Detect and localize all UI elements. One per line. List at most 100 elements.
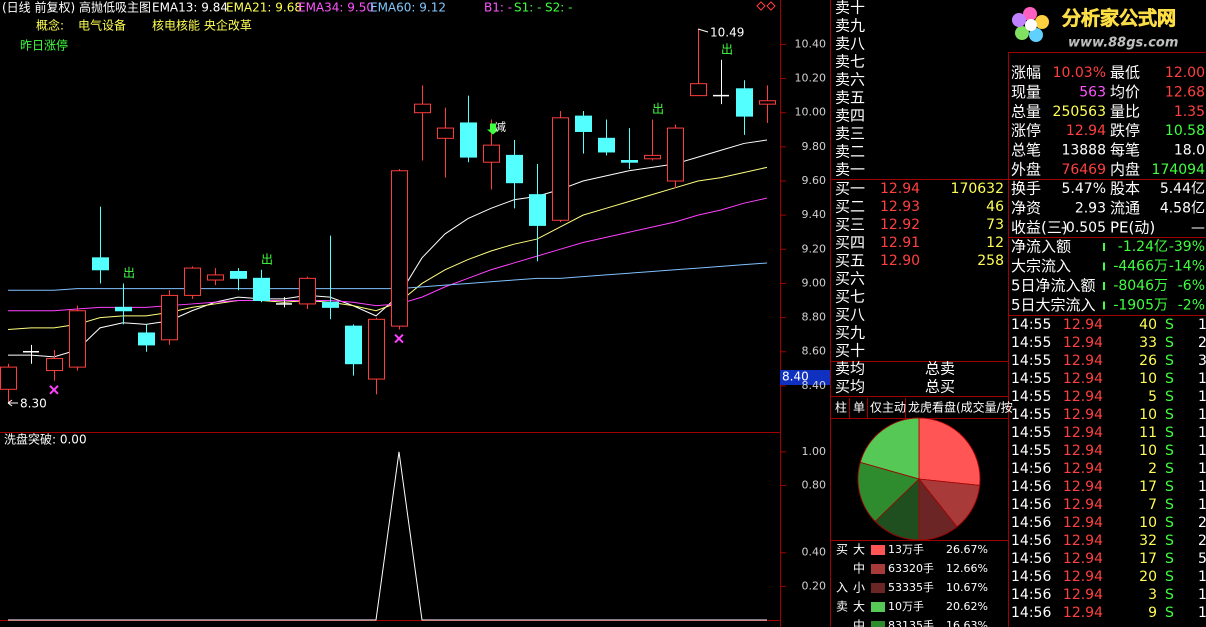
y-tick-label: 8.80 bbox=[802, 311, 827, 324]
candle-body bbox=[690, 83, 707, 97]
bid-label: 买一 bbox=[835, 180, 865, 198]
ask-label: 卖二 bbox=[835, 143, 865, 161]
trade-side: S bbox=[1165, 551, 1174, 567]
summary-label: 总卖 bbox=[925, 360, 955, 378]
quote-value: 12.68 bbox=[1165, 84, 1205, 100]
trade-count: 1 bbox=[1198, 389, 1206, 405]
trade-volume: 10 bbox=[1139, 371, 1157, 387]
bid-price: 12.94 bbox=[880, 181, 920, 197]
window-icon[interactable] bbox=[756, 1, 776, 11]
side-label: 买 bbox=[836, 543, 848, 557]
trade-price: 12.94 bbox=[1063, 425, 1103, 441]
y-tick-label: 9.60 bbox=[802, 174, 827, 187]
indicator-value: EMA21: 9.68 bbox=[226, 1, 302, 15]
quote-value: 10.58 bbox=[1165, 123, 1205, 139]
bid-volume: 73 bbox=[986, 217, 1004, 233]
quote-label: 总量 bbox=[1011, 102, 1041, 120]
indicator-value: EMA13: 9.84 bbox=[152, 1, 228, 15]
summary-label: 买均 bbox=[835, 378, 865, 396]
candle-body bbox=[253, 277, 270, 302]
concept-item: 电气设备 bbox=[78, 18, 126, 33]
bid-volume: 46 bbox=[986, 199, 1004, 215]
trade-count: 1 bbox=[1198, 569, 1206, 585]
indicator-value: EMA34: 9.50 bbox=[298, 1, 374, 15]
low-label: 8.30 bbox=[20, 396, 47, 410]
trade-time: 14:56 bbox=[1011, 533, 1051, 549]
bid-price: 12.92 bbox=[880, 217, 920, 233]
tab[interactable]: 仅主动 bbox=[870, 401, 906, 415]
flow-value: -1905万 bbox=[1113, 298, 1168, 314]
y-tick-label: 10.00 bbox=[795, 106, 827, 119]
trade-side: S bbox=[1165, 317, 1174, 333]
bid-price: 12.93 bbox=[880, 199, 920, 215]
size-label: 中 bbox=[853, 561, 865, 576]
flow-label: 5日大宗流入 bbox=[1011, 296, 1096, 314]
buy-mark bbox=[394, 333, 404, 344]
trade-volume: 10 bbox=[1139, 515, 1157, 531]
flow-value: -1.24亿 bbox=[1118, 239, 1168, 255]
candle-body bbox=[759, 100, 776, 105]
sell-signal: 出 bbox=[652, 102, 664, 116]
signal-value: B1: - bbox=[484, 1, 512, 15]
trade-time: 14:55 bbox=[1011, 335, 1051, 351]
legend-swatch bbox=[871, 545, 885, 555]
logo-url: www.88gs.com bbox=[1068, 36, 1178, 51]
trade-time: 14:56 bbox=[1011, 605, 1051, 621]
reduce-signal: 减 bbox=[495, 121, 506, 134]
size-label: 大 bbox=[853, 600, 865, 614]
flow-percent: -39% bbox=[1169, 239, 1205, 255]
finance-value: 5.44亿 bbox=[1160, 181, 1205, 197]
trade-time: 14:56 bbox=[1011, 551, 1051, 567]
flow-percent: -2% bbox=[1178, 298, 1205, 314]
legend-swatch bbox=[871, 583, 885, 593]
trade-time: 14:55 bbox=[1011, 389, 1051, 405]
candle-body bbox=[345, 325, 362, 365]
trade-price: 12.94 bbox=[1063, 605, 1103, 621]
quote-value: 12.94 bbox=[1066, 123, 1106, 139]
logo-name: 分析家公式网 bbox=[1062, 7, 1176, 30]
trade-volume: 33 bbox=[1139, 335, 1157, 351]
trade-count: 1 bbox=[1198, 605, 1206, 621]
finance-label: 流通 bbox=[1110, 199, 1140, 217]
candle-body bbox=[437, 127, 454, 139]
candle-body bbox=[575, 115, 592, 132]
candle-body bbox=[529, 194, 546, 226]
y-tick-label: 0.20 bbox=[802, 579, 827, 592]
concept-item: 核电核能 央企改革 bbox=[152, 18, 252, 33]
percent-label: 16.63% bbox=[946, 619, 988, 627]
sub-title: 洗盘突破: 0.00 bbox=[4, 432, 87, 447]
candle-body bbox=[414, 103, 431, 114]
y-tick-label: 10.40 bbox=[795, 37, 827, 50]
tab[interactable]: 柱 bbox=[835, 400, 847, 415]
pie-slice bbox=[857, 461, 920, 523]
concept-label: 概念: bbox=[36, 18, 64, 33]
trade-side: S bbox=[1165, 605, 1174, 621]
candle-body bbox=[667, 127, 684, 182]
trade-side: S bbox=[1165, 533, 1174, 549]
quote-label: 跌停 bbox=[1110, 122, 1140, 140]
candle-body bbox=[92, 257, 109, 271]
flow-bar bbox=[1103, 282, 1105, 290]
flow-percent: -14% bbox=[1169, 259, 1205, 275]
volume-label: 63320手 bbox=[888, 561, 934, 575]
percent-label: 10.67% bbox=[946, 581, 988, 594]
trade-side: S bbox=[1165, 497, 1174, 513]
y-tick-label: 9.00 bbox=[802, 276, 827, 289]
chart-title: (日线 前复权) 高抛低吸主图 bbox=[2, 0, 151, 15]
tab[interactable]: 单 bbox=[853, 401, 865, 415]
trade-price: 12.94 bbox=[1063, 461, 1103, 477]
quote-label: 外盘 bbox=[1011, 161, 1041, 179]
quote-value: 174094 bbox=[1152, 162, 1206, 178]
trade-volume: 17 bbox=[1139, 479, 1157, 495]
trade-time: 14:56 bbox=[1011, 569, 1051, 585]
trade-price: 12.94 bbox=[1063, 317, 1103, 333]
flow-value: -8046万 bbox=[1113, 278, 1168, 294]
candle-body bbox=[368, 318, 385, 380]
quote-value: 13888 bbox=[1061, 143, 1106, 159]
ask-label: 卖六 bbox=[835, 71, 865, 89]
ema-line bbox=[8, 262, 768, 291]
percent-label: 12.66% bbox=[946, 562, 988, 575]
signal-value: S2: - bbox=[545, 1, 572, 15]
flow-bar bbox=[1103, 262, 1105, 271]
tab[interactable]: 龙虎看盘(成交量/按 bbox=[908, 400, 1013, 415]
